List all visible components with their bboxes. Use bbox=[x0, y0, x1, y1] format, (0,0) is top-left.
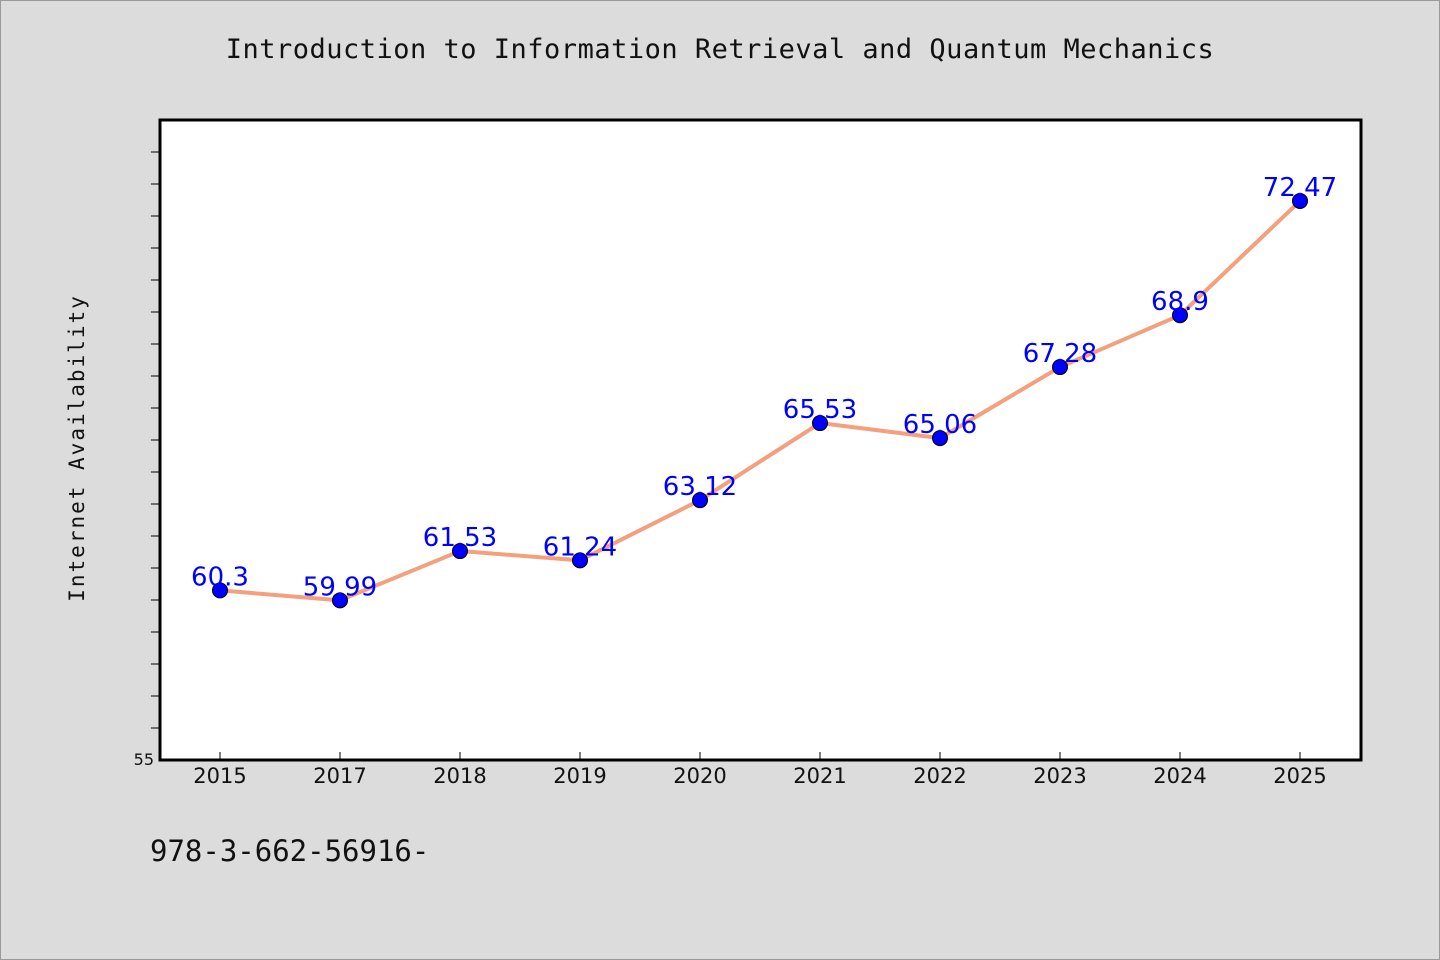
data-label: 63.12 bbox=[663, 472, 737, 502]
data-point bbox=[332, 592, 348, 609]
data-point bbox=[1052, 359, 1068, 376]
data-label: 65.06 bbox=[903, 410, 977, 440]
data-label: 65.53 bbox=[783, 395, 857, 425]
chart-title: Introduction to Information Retrieval an… bbox=[225, 34, 1215, 65]
data-point bbox=[692, 492, 708, 509]
x-tick-label: 2021 bbox=[793, 764, 846, 788]
data-label: 61.53 bbox=[423, 523, 497, 553]
data-point bbox=[452, 543, 468, 560]
x-tick-label: 2015 bbox=[193, 764, 246, 788]
x-tick-label: 2019 bbox=[553, 764, 606, 788]
data-point bbox=[1292, 192, 1308, 209]
data-label: 60.3 bbox=[191, 562, 249, 592]
x-tick-label: 2025 bbox=[1273, 764, 1326, 788]
data-label: 68.9 bbox=[1151, 287, 1209, 317]
x-tick-label: 2023 bbox=[1033, 764, 1086, 788]
x-tick-label: 2022 bbox=[913, 764, 966, 788]
data-point bbox=[1172, 307, 1188, 324]
x-tick-label: 2017 bbox=[313, 764, 366, 788]
x-tick-label: 2024 bbox=[1153, 764, 1206, 788]
series-line bbox=[219, 199, 1302, 603]
plot-area bbox=[158, 118, 1363, 762]
data-point bbox=[812, 415, 828, 432]
x-tick-label: 2018 bbox=[433, 764, 486, 788]
footer-isbn-text: 978-3-662-56916- bbox=[150, 834, 430, 868]
data-point bbox=[212, 582, 228, 599]
data-label: 72.47 bbox=[1263, 173, 1337, 203]
x-tick-label: 2020 bbox=[673, 764, 726, 788]
data-label: 61.24 bbox=[543, 532, 617, 562]
data-label: 59.99 bbox=[303, 572, 377, 602]
data-point bbox=[932, 430, 948, 447]
y-tick-label: 55 bbox=[134, 750, 154, 769]
data-label: 67.28 bbox=[1023, 339, 1097, 369]
data-point bbox=[572, 552, 588, 569]
